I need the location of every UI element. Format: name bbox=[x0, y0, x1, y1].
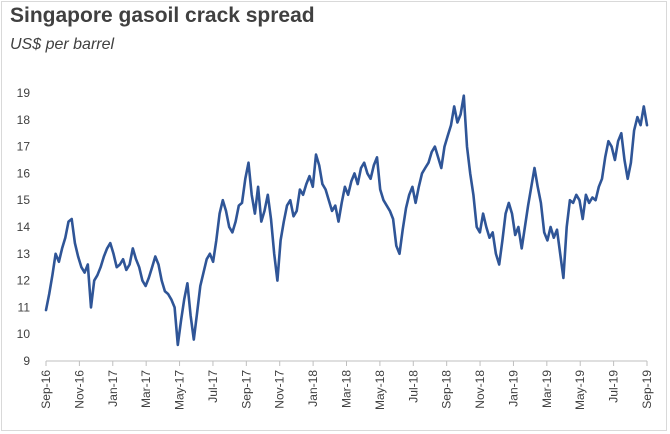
x-tick-label: Jan-19 bbox=[506, 370, 520, 407]
x-tick-label: Jul-19 bbox=[607, 370, 621, 403]
y-tick-label: 13 bbox=[17, 247, 31, 261]
y-tick-label: 10 bbox=[17, 327, 31, 341]
x-tick-label: Nov-17 bbox=[273, 370, 287, 409]
y-tick-label: 17 bbox=[17, 140, 31, 154]
x-tick-label: Mar-17 bbox=[139, 370, 153, 408]
y-tick-label: 19 bbox=[17, 86, 31, 100]
x-tick-label: Sep-18 bbox=[440, 370, 454, 409]
x-tick-label: Sep-17 bbox=[239, 370, 253, 409]
y-tick-label: 15 bbox=[17, 193, 31, 207]
y-tick-label: 11 bbox=[18, 300, 31, 314]
x-tick-label: Sep-16 bbox=[39, 370, 53, 409]
y-tick-label: 18 bbox=[17, 113, 31, 127]
x-tick-label: Jul-18 bbox=[406, 370, 420, 403]
y-tick-label: 16 bbox=[17, 166, 31, 180]
x-tick-label: May-17 bbox=[173, 370, 187, 410]
y-tick-label: 12 bbox=[17, 274, 31, 288]
x-tick-label: Mar-19 bbox=[540, 370, 554, 408]
y-tick-label: 14 bbox=[17, 220, 31, 234]
x-tick-label: Jan-18 bbox=[306, 370, 320, 407]
chart-subtitle: US$ per barrel bbox=[10, 36, 115, 53]
x-tick-label: May-19 bbox=[573, 370, 587, 410]
x-tick-label: Mar-18 bbox=[340, 370, 354, 408]
x-tick-label: Jan-17 bbox=[106, 370, 120, 407]
x-tick-label: Jul-17 bbox=[206, 370, 220, 403]
y-axis: 9 10 11 12 13 14 15 16 17 18 19 bbox=[17, 86, 31, 368]
x-tick-label: Nov-16 bbox=[72, 370, 86, 409]
series-group bbox=[44, 94, 649, 347]
y-tick-label: 9 bbox=[23, 354, 30, 368]
x-tick-label: May-18 bbox=[373, 370, 387, 410]
x-tick-label: Nov-18 bbox=[473, 370, 487, 409]
x-tick-label: Sep-19 bbox=[640, 370, 654, 409]
series-line bbox=[44, 94, 649, 347]
x-axis: Sep-16 Nov-16 Jan-17 Mar-17 May-17 Jul-17 Sep-… bbox=[39, 360, 654, 410]
chart-title: Singapore gasoil crack spread bbox=[10, 4, 315, 27]
